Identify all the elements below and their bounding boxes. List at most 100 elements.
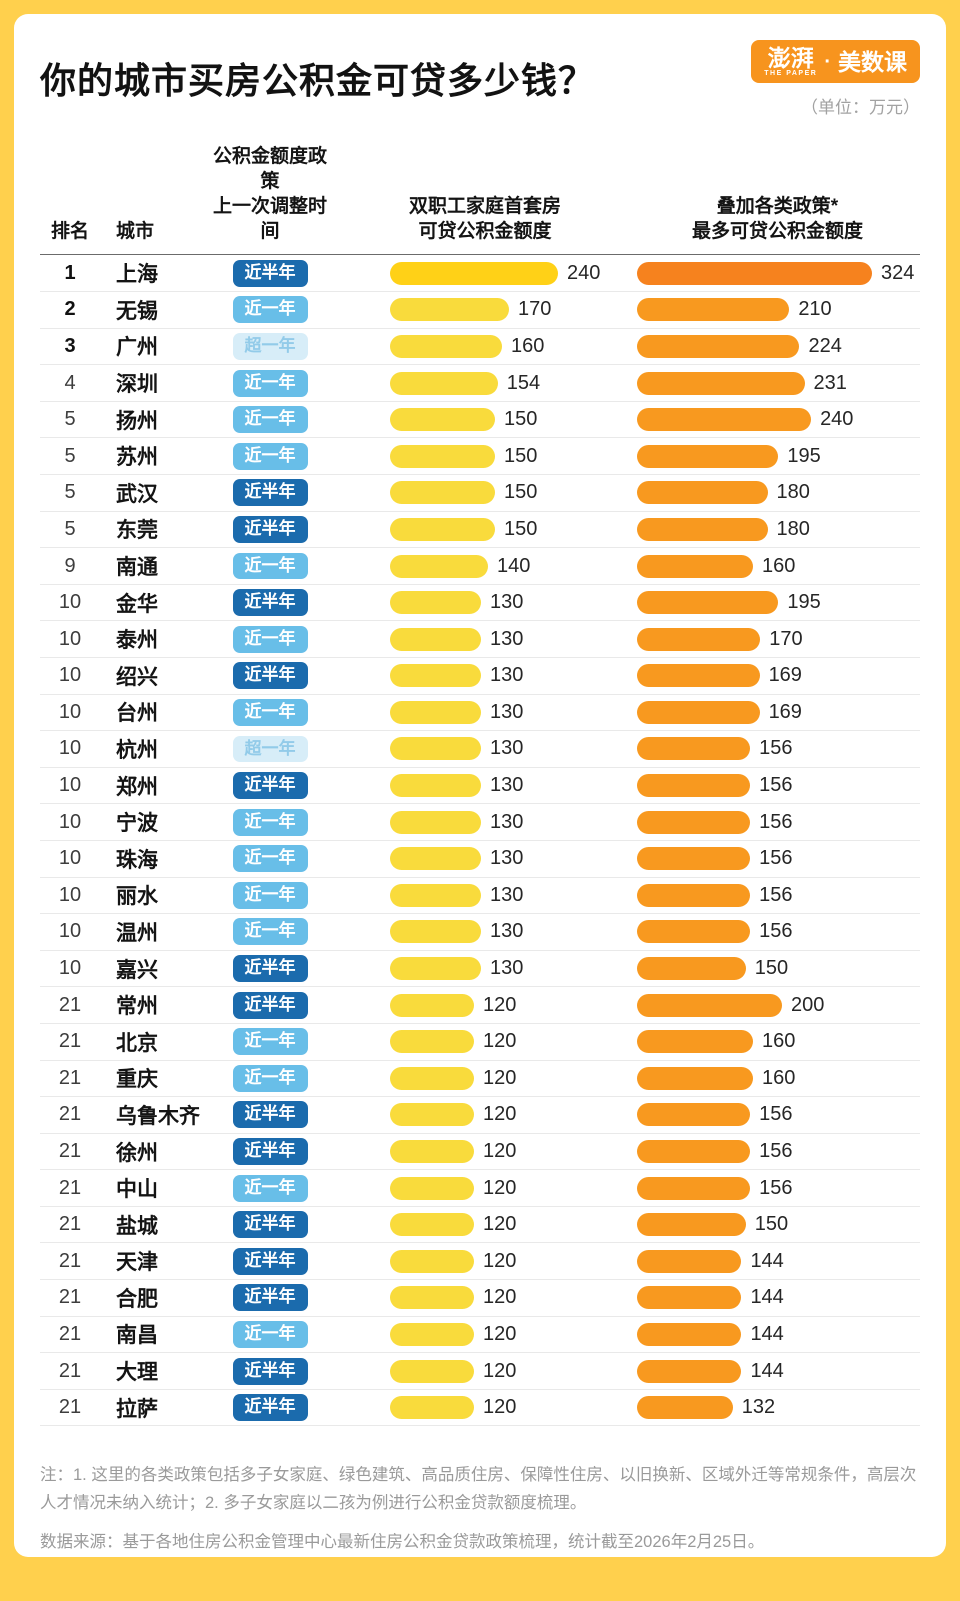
policy-cell: 近一年 [205,296,335,324]
base-quota-value: 150 [504,517,538,540]
table-header-row: 排名 城市 公积金额度政策 上一次调整时间 双职工家庭首套房 可贷公积金额度 叠… [40,144,920,256]
base-quota-value: 150 [504,408,538,431]
base-quota-cell: 240 [335,261,635,285]
table-row: 5 扬州 近一年 150 240 [40,402,920,439]
city-cell: 北京 [116,1031,158,1055]
base-quota-cell: 170 [335,298,635,322]
base-quota-bar [390,847,481,871]
policy-cell: 近半年 [205,1357,335,1385]
base-quota-bar [390,371,498,395]
stacked-quota-value: 156 [759,774,793,797]
stacked-quota-cell: 144 [635,1286,920,1310]
stacked-quota-cell: 180 [635,517,920,541]
policy-cell: 近半年 [205,479,335,507]
stacked-quota-bar [637,664,760,688]
stacked-quota-value: 324 [881,261,915,284]
policy-cell: 近一年 [205,698,335,726]
city-cell: 天津 [116,1251,158,1275]
stacked-quota-bar [637,883,751,907]
page-title: 你的城市买房公积金可贷多少钱？ [40,60,596,101]
base-quota-value: 140 [497,554,531,577]
stacked-quota-value: 156 [759,883,793,906]
base-quota-bar [390,1066,474,1090]
policy-badge: 近半年 [232,1101,308,1129]
stacked-quota-bar [637,334,800,358]
base-quota-value: 130 [490,627,524,650]
base-quota-cell: 130 [335,883,635,907]
policy-cell: 近半年 [205,772,335,800]
stacked-quota-value: 144 [750,1359,784,1382]
rank-cell: 10 [58,591,82,614]
base-quota-cell: 150 [335,481,635,505]
policy-cell: 近半年 [205,1394,335,1422]
stacked-quota-value: 160 [762,554,796,577]
policy-cell: 近半年 [205,589,335,617]
stacked-quota-cell: 156 [635,1103,920,1127]
stacked-quota-value: 169 [768,664,802,687]
base-quota-bar [390,1030,474,1054]
base-quota-value: 120 [483,1286,517,1309]
table-row: 4 深圳 近一年 154 231 [40,365,920,402]
rank-cell: 21 [58,1286,82,1309]
base-quota-cell: 140 [335,554,635,578]
base-quota-value: 130 [490,810,524,833]
city-cell: 扬州 [116,409,158,433]
policy-cell: 近一年 [205,1321,335,1348]
brand-block: 澎湃 THE PAPER · 美数课 （单位：万元） [751,40,920,118]
policy-cell: 超一年 [205,735,335,763]
base-quota-cell: 150 [335,408,635,432]
stacked-quota-cell: 156 [635,920,920,944]
city-cell: 广州 [116,336,158,360]
stacked-quota-bar [637,517,768,541]
base-quota-value: 154 [506,371,541,394]
rank-cell: 10 [58,664,82,687]
rank-cell: 10 [58,920,82,943]
city-cell: 郑州 [116,775,158,799]
stacked-quota-bar [637,1213,746,1237]
base-quota-cell: 120 [335,1066,635,1090]
stacked-quota-value: 156 [759,810,793,833]
rank-cell: 21 [58,1030,82,1053]
stacked-quota-cell: 180 [635,481,920,505]
base-quota-value: 130 [490,957,524,980]
stacked-quota-bar [637,1066,754,1090]
base-quota-cell: 130 [335,957,635,981]
policy-badge: 近半年 [232,259,308,287]
stacked-quota-value: 144 [750,1249,784,1272]
city-cell: 泰州 [116,629,158,653]
rank-cell: 21 [58,1359,82,1382]
stacked-quota-bar [637,700,760,724]
rank-cell: 21 [58,993,82,1016]
policy-cell: 近半年 [205,259,335,287]
base-quota-value: 160 [511,334,545,357]
policy-badge: 近一年 [232,698,308,726]
table-row: 9 南通 近一年 140 160 [40,548,920,585]
policy-badge: 近半年 [232,955,308,982]
base-quota-value: 130 [490,664,524,687]
base-quota-cell: 130 [335,774,635,798]
base-quota-value: 120 [483,1322,517,1345]
base-quota-bar [390,517,495,541]
rank-cell: 21 [58,1396,82,1419]
base-quota-cell: 130 [335,664,635,688]
table-row: 21 天津 近半年 120 144 [40,1243,920,1281]
rank-cell: 21 [58,1213,82,1236]
base-quota-bar [390,1213,474,1237]
policy-cell: 近一年 [205,1028,335,1056]
base-quota-cell: 130 [335,700,635,724]
column-header-stacked-quota-line1: 叠加各类政策* [716,196,839,218]
base-quota-bar [390,1359,474,1383]
city-cell: 武汉 [116,482,158,506]
policy-badge: 近一年 [232,1321,308,1348]
stacked-quota-bar [637,774,751,798]
city-cell: 无锡 [116,299,158,323]
policy-badge: 近半年 [232,1394,308,1422]
base-quota-cell: 120 [335,1286,635,1310]
column-header-city: 城市 [116,221,155,243]
logo-dot-separator: · [824,50,831,73]
policy-cell: 近半年 [205,1284,335,1312]
policy-badge: 近一年 [232,845,308,873]
rank-cell: 2 [64,298,76,321]
column-header-policy-line1: 公积金额度政策 [212,146,327,193]
stacked-quota-cell: 170 [635,627,920,651]
